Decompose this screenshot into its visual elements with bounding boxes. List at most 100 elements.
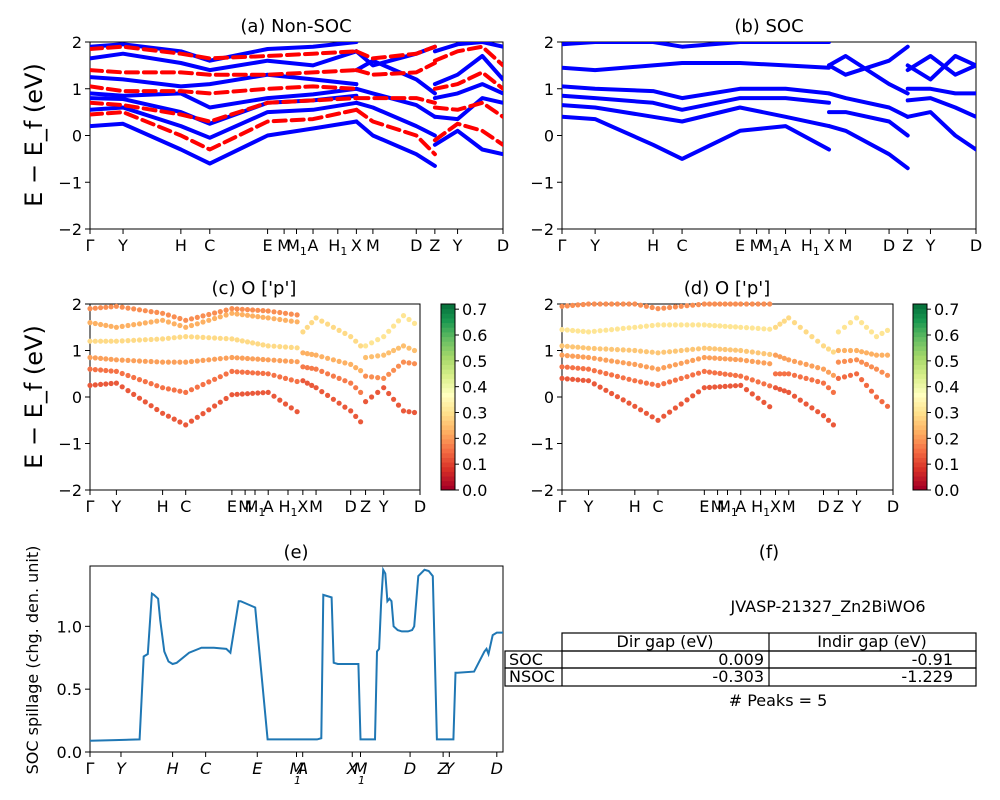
y-tick-label: −1 xyxy=(58,435,82,454)
band-point xyxy=(113,368,119,374)
band-point xyxy=(649,349,655,355)
band-point xyxy=(638,407,644,413)
x-tick-label: Y xyxy=(116,759,127,778)
band-point xyxy=(564,343,570,349)
x-tick-label: C xyxy=(652,497,663,516)
x-tick-label: D xyxy=(491,759,503,778)
colorbar-swatch xyxy=(913,420,927,426)
band-point xyxy=(212,315,218,322)
band-point xyxy=(229,392,235,398)
band-point xyxy=(684,374,690,380)
band-point xyxy=(820,380,827,386)
y-tick-label: 2 xyxy=(544,33,554,52)
band-point xyxy=(125,388,131,394)
band-point xyxy=(194,321,200,327)
band-point xyxy=(142,337,148,343)
band-point xyxy=(803,401,809,407)
band-point xyxy=(223,336,229,342)
band-point xyxy=(294,312,300,318)
band-point xyxy=(815,378,821,385)
y-tick-label: 1.0 xyxy=(57,617,82,636)
band-point xyxy=(835,347,842,354)
x-tick-label: A xyxy=(735,497,746,516)
colorbar-swatch xyxy=(913,345,927,351)
band-line-soc xyxy=(432,42,503,54)
band-point xyxy=(125,372,131,379)
x-tick-label: D xyxy=(497,236,509,255)
band-point xyxy=(250,307,256,313)
y-tick-label: −2 xyxy=(58,481,82,500)
band-point xyxy=(803,375,809,381)
band-point xyxy=(136,321,143,327)
band-point xyxy=(136,377,143,383)
x-tick-label: H xyxy=(157,497,169,516)
colorbar-swatch xyxy=(441,397,455,403)
band-point xyxy=(732,347,739,353)
band-point xyxy=(260,370,266,376)
colorbar-swatch xyxy=(913,341,927,347)
band-point xyxy=(336,358,342,364)
band-point xyxy=(125,357,131,363)
x-tick-subscript: 1 xyxy=(294,774,301,787)
band-point xyxy=(684,397,690,403)
band-point xyxy=(206,335,212,341)
band-point xyxy=(131,374,137,381)
band-point xyxy=(614,373,621,379)
band-point xyxy=(767,361,773,367)
band-point xyxy=(684,322,690,328)
band-point xyxy=(119,323,125,329)
band-point xyxy=(391,396,397,402)
band-point xyxy=(706,301,713,307)
band-point xyxy=(684,347,690,353)
band-point xyxy=(98,355,104,361)
x-tick-label: Z xyxy=(360,497,371,516)
x-tick-label: Y xyxy=(589,236,600,255)
colorbar-swatch xyxy=(913,462,927,468)
y-tick-label: 0 xyxy=(72,127,82,146)
band-point xyxy=(809,363,815,369)
band-point xyxy=(206,407,212,413)
band-point xyxy=(119,304,125,310)
band-point xyxy=(406,360,412,366)
colorbar-swatch xyxy=(441,420,455,426)
band-point xyxy=(300,350,306,356)
colorbar-swatch xyxy=(441,387,455,393)
x-tick-label: X xyxy=(351,236,362,255)
band-point xyxy=(854,315,860,321)
band-point xyxy=(609,390,615,397)
colorbar-tick-label: 0.1 xyxy=(934,455,959,474)
band-point xyxy=(620,360,626,366)
colorbar-tick-label: 0.4 xyxy=(462,378,487,397)
band-point xyxy=(643,349,650,355)
band-point xyxy=(165,335,171,341)
band-point xyxy=(348,361,354,367)
band-point xyxy=(854,347,860,354)
colorbar-swatch xyxy=(913,350,927,356)
band-point xyxy=(255,370,261,376)
band-point xyxy=(727,324,733,330)
axes-frame xyxy=(89,565,504,753)
band-point xyxy=(165,319,171,325)
band-point xyxy=(847,320,854,326)
band-point xyxy=(131,322,137,328)
band-point xyxy=(667,304,673,311)
band-point xyxy=(597,328,603,334)
band-point xyxy=(879,369,885,375)
band-point xyxy=(859,377,865,383)
band-point xyxy=(690,372,696,378)
band-point xyxy=(701,385,707,391)
band-point xyxy=(655,366,661,372)
band-point xyxy=(585,345,592,351)
band-point xyxy=(559,352,565,358)
band-point xyxy=(125,338,131,344)
colorbar-swatch xyxy=(913,457,927,463)
band-point xyxy=(363,343,369,349)
band-point xyxy=(638,324,644,330)
band-point xyxy=(559,375,565,381)
colorbar-swatch xyxy=(913,480,927,486)
band-point xyxy=(217,314,223,320)
band-point xyxy=(738,357,744,363)
band-point xyxy=(277,309,283,316)
band-point xyxy=(294,319,300,325)
band-line-non-soc xyxy=(90,44,359,61)
